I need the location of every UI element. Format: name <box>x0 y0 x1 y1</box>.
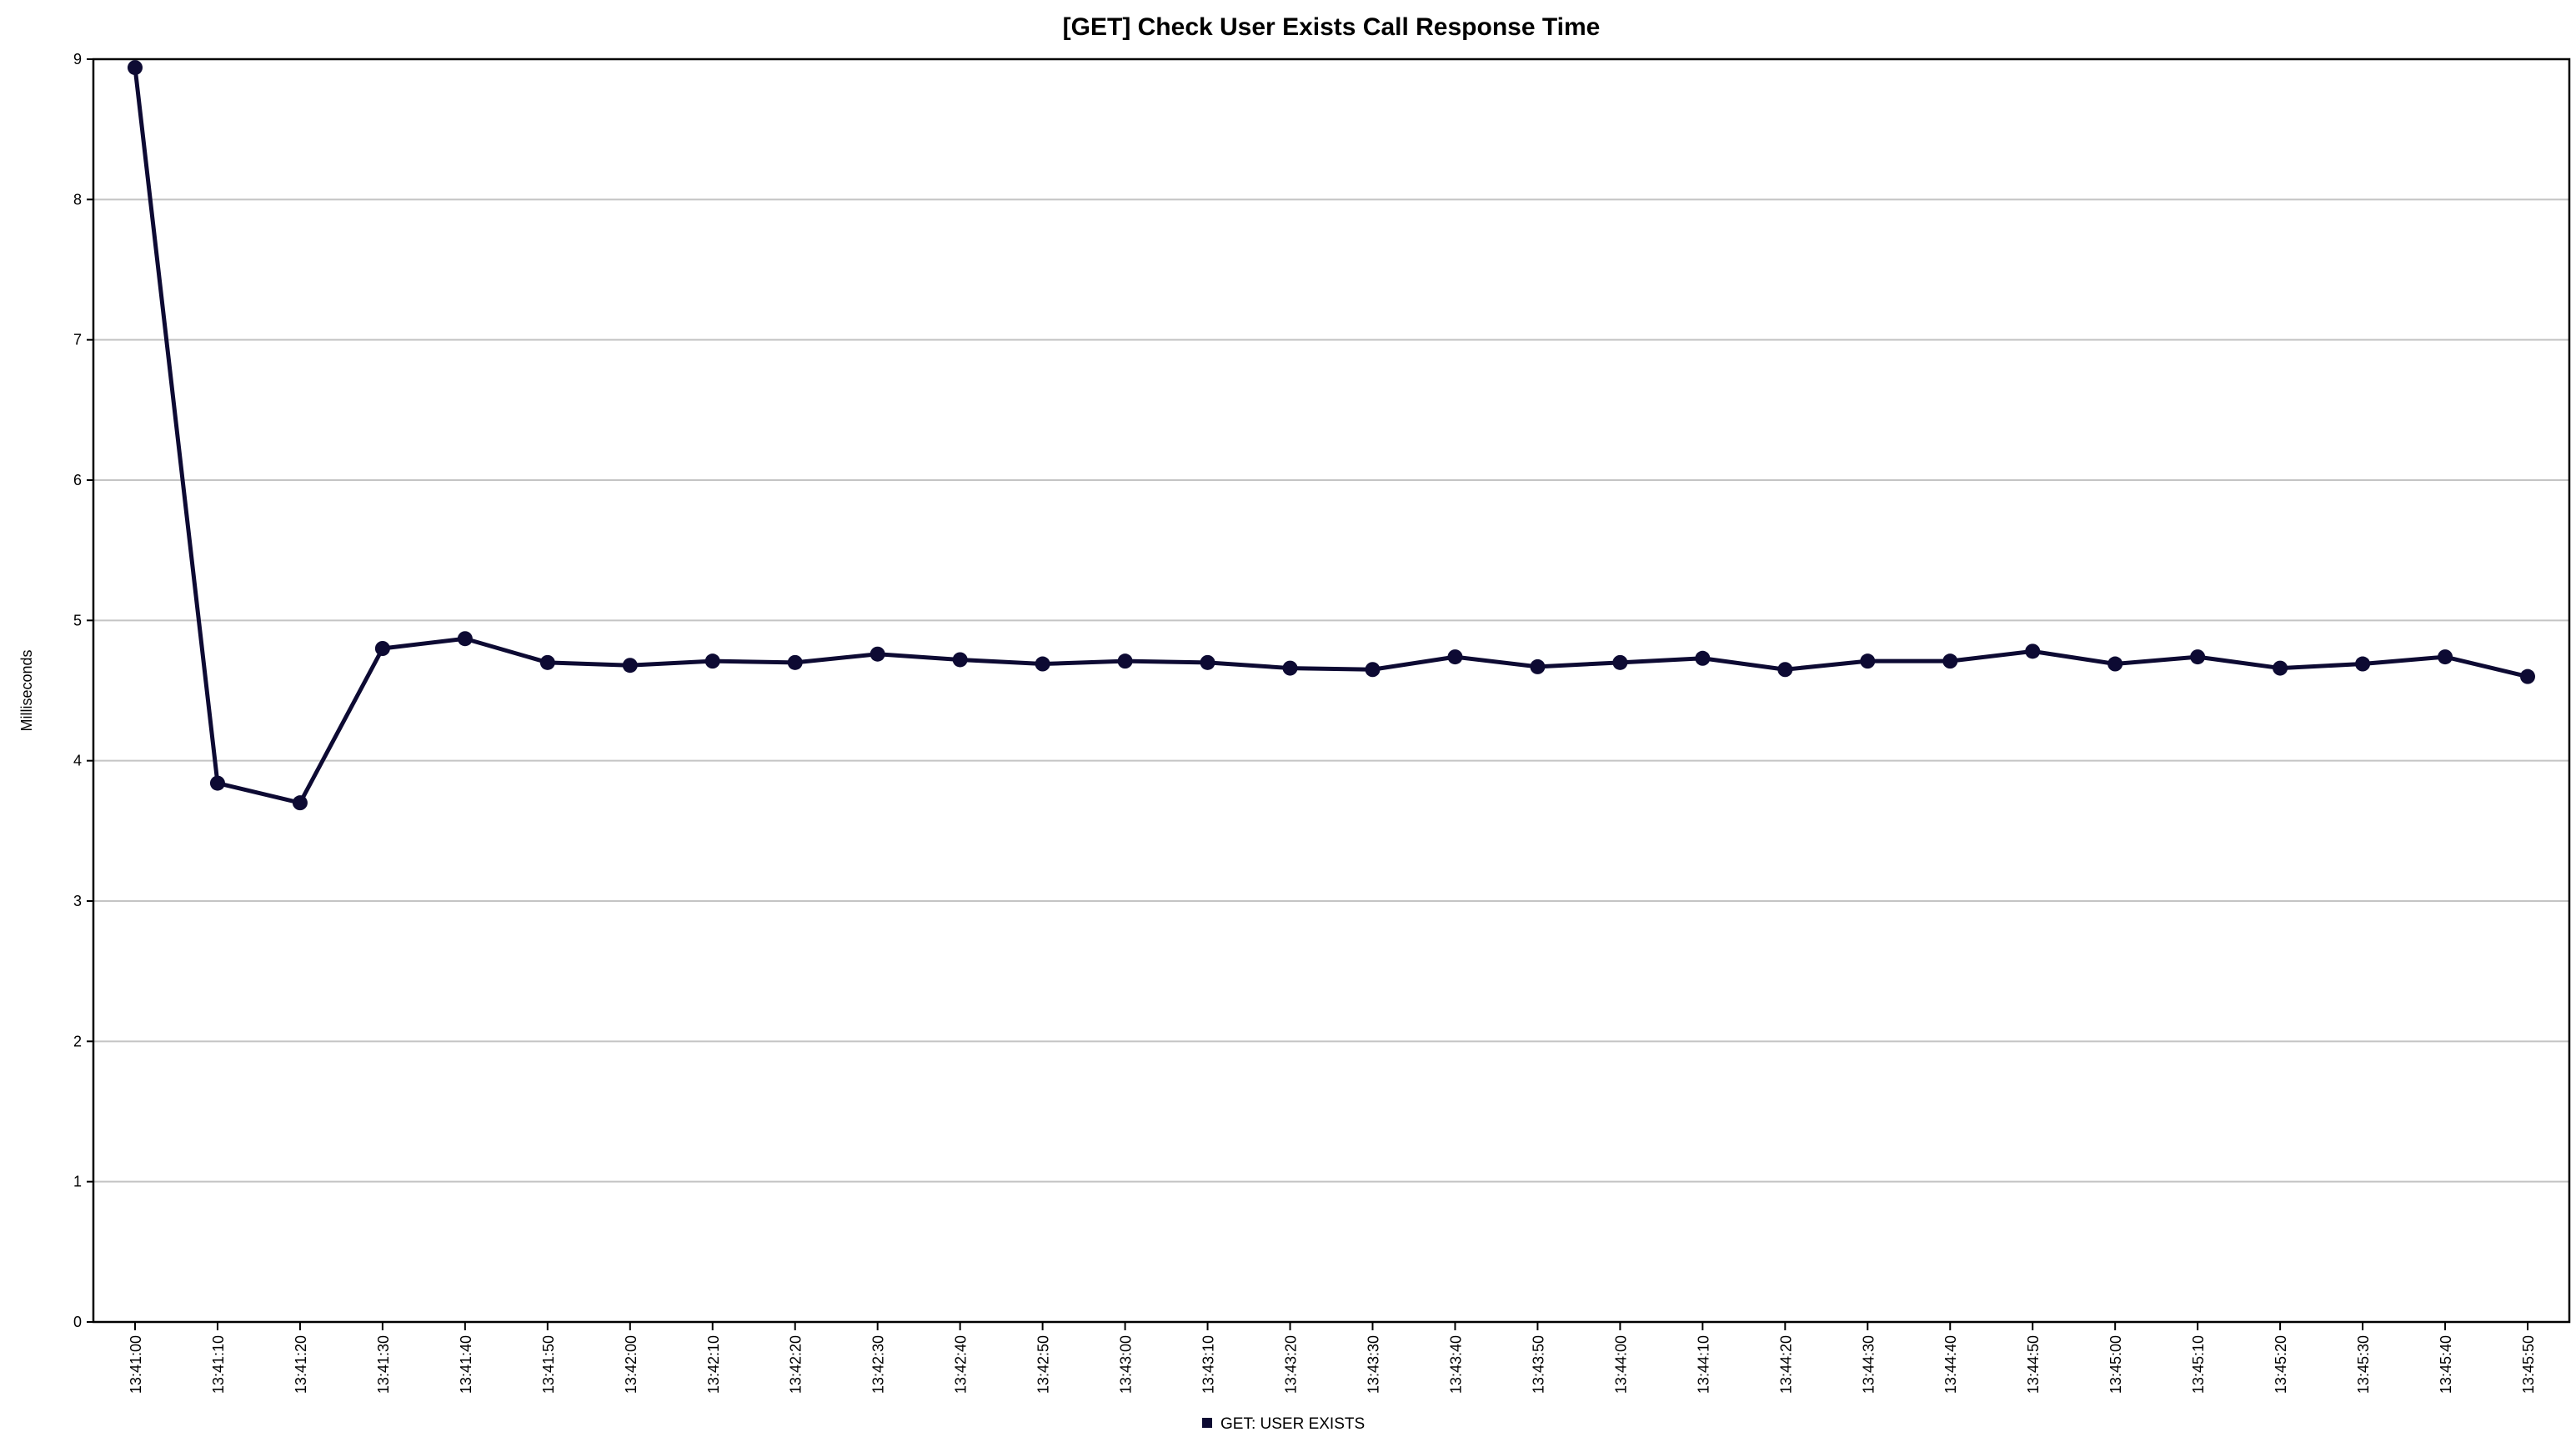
x-tick-label: 13:42:30 <box>870 1335 887 1394</box>
x-tick-label: 13:43:00 <box>1118 1335 1135 1394</box>
x-tick-label: 13:44:10 <box>1695 1335 1711 1394</box>
x-tick-label: 13:43:20 <box>1283 1335 1300 1394</box>
x-axis: 13:41:00 13:41:10 13:41:20 13:41:30 13:41:40… <box>128 1322 2537 1394</box>
x-tick-label: 13:41:50 <box>540 1335 557 1394</box>
data-point <box>952 652 968 668</box>
y-tick-label: 0 <box>73 1314 82 1330</box>
data-point <box>870 646 885 662</box>
legend-label: GET: USER EXISTS <box>1220 1415 1365 1433</box>
data-point <box>1035 656 1050 672</box>
data-point <box>622 658 638 673</box>
x-tick-label: 13:45:50 <box>2520 1335 2537 1394</box>
data-point <box>1117 653 1133 669</box>
x-tick-label: 13:43:40 <box>1447 1335 1464 1394</box>
x-tick-label: 13:44:30 <box>1860 1335 1877 1394</box>
chart-title: [GET] Check User Exists Call Response Ti… <box>1063 13 1601 41</box>
data-point <box>1200 654 1215 670</box>
data-point <box>374 641 390 656</box>
y-tick-label: 3 <box>73 893 82 909</box>
x-tick-label: 13:43:30 <box>1365 1335 1381 1394</box>
x-tick-label: 13:42:10 <box>705 1335 722 1394</box>
data-point <box>1282 660 1298 676</box>
legend: GET: USER EXISTS <box>1202 1415 1365 1433</box>
y-tick-label: 2 <box>73 1033 82 1049</box>
x-tick-label: 13:44:00 <box>1612 1335 1629 1394</box>
x-tick-label: 13:44:20 <box>1777 1335 1794 1394</box>
data-point <box>292 795 308 811</box>
x-tick-label: 13:45:40 <box>2438 1335 2454 1394</box>
x-tick-label: 13:42:40 <box>953 1335 970 1394</box>
y-tick-label: 7 <box>73 332 82 348</box>
data-point <box>1530 658 1546 674</box>
series-line <box>133 65 2530 805</box>
plot-area <box>92 58 2571 1324</box>
x-tick-label: 13:41:20 <box>293 1335 309 1394</box>
x-tick-label: 13:44:40 <box>1942 1335 1959 1394</box>
legend-swatch <box>1202 1418 1212 1428</box>
y-tick-label: 9 <box>73 51 82 68</box>
gridlines <box>93 198 2569 1183</box>
data-point <box>2025 643 2041 659</box>
x-tick-label: 13:41:40 <box>458 1335 474 1394</box>
y-tick-label: 1 <box>73 1174 82 1190</box>
data-point <box>1447 649 1463 665</box>
y-axis-label: Milliseconds <box>18 649 35 731</box>
data-point <box>457 631 473 647</box>
x-tick-label: 13:45:10 <box>2190 1335 2207 1394</box>
data-point <box>2520 668 2535 684</box>
data-point <box>704 653 720 669</box>
data-point <box>787 654 803 670</box>
x-tick-label: 13:45:30 <box>2355 1335 2372 1394</box>
data-point <box>1860 653 1876 669</box>
data-point <box>2438 649 2453 665</box>
data-point <box>1612 654 1628 670</box>
data-point <box>2273 660 2288 676</box>
x-tick-label: 13:45:20 <box>2273 1335 2289 1394</box>
data-point <box>209 775 225 791</box>
y-tick-label: 4 <box>73 753 82 769</box>
x-tick-label: 13:43:50 <box>1530 1335 1546 1394</box>
x-tick-label: 13:41:10 <box>210 1335 227 1394</box>
x-tick-label: 13:42:00 <box>623 1335 639 1394</box>
y-axis: 0 1 2 3 4 5 6 7 8 9 <box>73 51 93 1330</box>
data-point <box>2355 656 2371 672</box>
x-tick-label: 13:44:50 <box>2025 1335 2042 1394</box>
x-tick-label: 13:43:10 <box>1200 1335 1217 1394</box>
data-point <box>1365 662 1381 678</box>
y-tick-label: 6 <box>73 472 82 488</box>
data-point <box>1942 653 1958 669</box>
x-tick-label: 13:41:30 <box>375 1335 392 1394</box>
data-point <box>2107 656 2123 672</box>
x-tick-label: 13:42:20 <box>788 1335 804 1394</box>
x-tick-label: 13:42:50 <box>1035 1335 1052 1394</box>
x-tick-label: 13:45:00 <box>2107 1335 2124 1394</box>
data-point <box>128 60 143 76</box>
data-point <box>1695 650 1711 666</box>
data-point <box>2190 649 2206 665</box>
series-layer <box>128 60 2535 811</box>
data-point <box>539 654 555 670</box>
y-tick-label: 8 <box>73 191 82 208</box>
y-tick-label: 5 <box>73 612 82 628</box>
x-tick-label: 13:41:00 <box>128 1335 144 1394</box>
data-point <box>1777 662 1793 678</box>
